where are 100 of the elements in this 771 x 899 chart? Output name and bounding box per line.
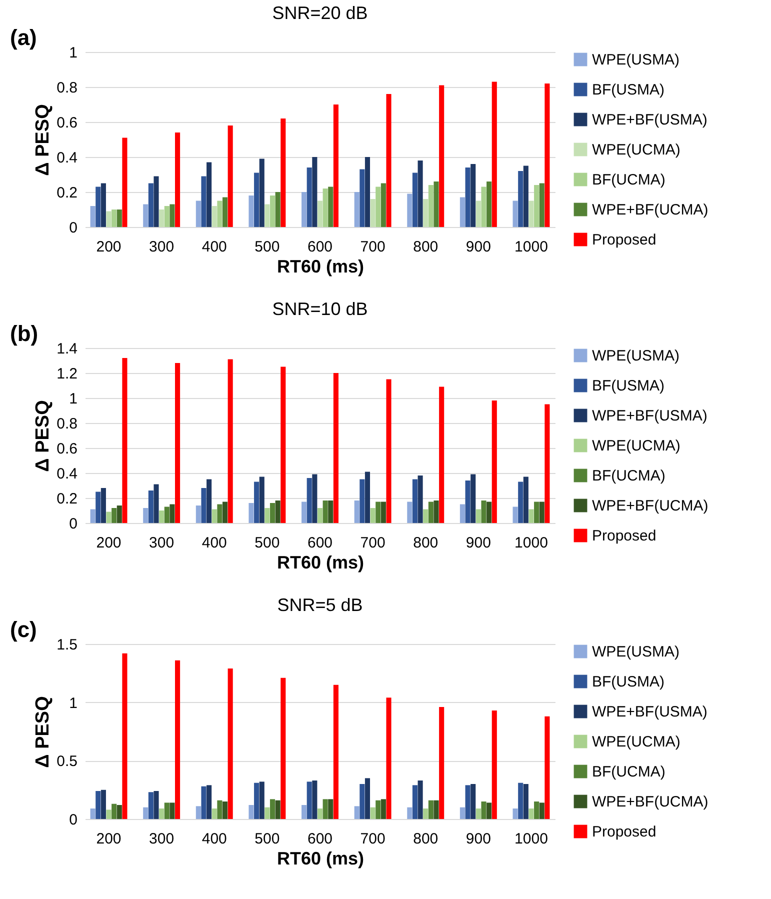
bar: [112, 210, 117, 227]
bar: [270, 503, 276, 523]
bar: [122, 653, 128, 819]
x-tick-label: 200: [96, 238, 122, 256]
y-tick-label: 0: [69, 220, 78, 236]
bar: [248, 805, 254, 819]
bar: [412, 785, 418, 819]
bar: [380, 183, 386, 227]
x-tick-label: 300: [149, 534, 174, 552]
bar: [333, 373, 338, 523]
bar: [228, 126, 233, 227]
bar: [354, 806, 360, 819]
bar: [465, 785, 470, 819]
bar: [370, 807, 376, 819]
bar: [264, 508, 270, 523]
bar: [528, 200, 534, 227]
bar: [164, 206, 170, 227]
bar: [312, 780, 318, 819]
bar: [154, 484, 159, 523]
bar: [486, 802, 492, 819]
bar: [270, 799, 276, 819]
bar: [523, 166, 528, 227]
legend-label: WPE+BF(USMA): [592, 112, 708, 128]
bar: [465, 480, 470, 523]
bar: [386, 698, 392, 819]
bar: [364, 472, 370, 523]
bar: [280, 366, 286, 523]
bar: [212, 808, 217, 819]
bar: [539, 802, 544, 819]
bar: [407, 194, 412, 227]
x-tick-label: 400: [202, 238, 227, 256]
y-tick-label: 0: [69, 516, 78, 532]
bar: [201, 488, 206, 523]
legend-label: BF(UCMA): [592, 468, 666, 484]
bar: [317, 808, 323, 819]
bar: [164, 506, 170, 523]
bar: [492, 82, 497, 227]
bar: [360, 169, 365, 227]
bar: [481, 500, 486, 523]
bar: [100, 790, 106, 819]
bar: [386, 379, 392, 523]
bar: [264, 204, 270, 227]
bar: [206, 785, 212, 819]
bar: [534, 502, 540, 523]
bar: [370, 508, 376, 523]
bar: [159, 210, 164, 227]
bar: [212, 206, 217, 227]
bar: [206, 479, 212, 523]
bar: [322, 188, 328, 227]
bar: [434, 182, 439, 227]
x-tick-label: 800: [413, 534, 438, 552]
bar: [328, 186, 334, 227]
bar: [275, 500, 280, 523]
bar: [217, 200, 222, 227]
y-tick-label: 1: [69, 694, 78, 712]
bar: [154, 791, 159, 819]
bar: [217, 504, 222, 523]
bar: [364, 157, 370, 227]
bar: [106, 211, 112, 227]
bar: [518, 482, 524, 523]
bar: [512, 506, 518, 523]
legend-label: BF(USMA): [592, 378, 664, 394]
bar: [270, 196, 276, 227]
legend-label: WPE+BF(UCMA): [592, 794, 708, 810]
bar: [534, 802, 540, 819]
bar: [228, 359, 233, 523]
bar: [328, 500, 334, 523]
bar: [164, 802, 170, 819]
bar: [96, 492, 101, 523]
bar: [196, 806, 201, 819]
bar: [470, 784, 476, 819]
bar: [460, 504, 465, 523]
text: (b): [10, 321, 38, 346]
bar: [116, 805, 122, 819]
legend-label: WPE(UCMA): [592, 734, 680, 750]
bar: [428, 800, 434, 819]
bar: [222, 502, 228, 523]
bar: [302, 805, 307, 819]
bar: [170, 802, 175, 819]
bar: [386, 94, 392, 227]
bar: [539, 502, 544, 523]
legend-label: WPE+BF(UCMA): [592, 498, 708, 514]
bar: [370, 199, 376, 227]
y-tick-label: 1.2: [56, 366, 78, 382]
y-tick-label: 0.6: [56, 114, 78, 132]
bar: [275, 192, 280, 227]
bar: [470, 474, 476, 523]
bar: [465, 168, 470, 227]
bar: [148, 792, 154, 819]
chart-title: SNR=20 dB: [272, 3, 368, 23]
bar: [90, 808, 96, 819]
bar: [460, 807, 465, 819]
y-tick-label: 0.4: [56, 150, 78, 166]
bar: [439, 707, 444, 819]
bar: [217, 800, 222, 819]
legend-label: WPE+BF(UCMA): [592, 202, 708, 218]
bar: [100, 488, 106, 523]
x-tick-label: 400: [202, 534, 227, 552]
bar: [322, 799, 328, 819]
bar: [259, 782, 264, 819]
